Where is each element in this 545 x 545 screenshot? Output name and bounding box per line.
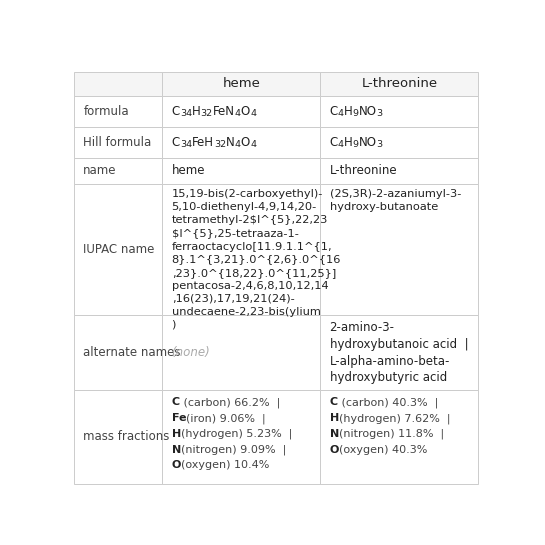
Bar <box>162 390 320 483</box>
Text: (hydrogen) 7.62%  |: (hydrogen) 7.62% | <box>339 413 457 423</box>
Bar <box>74 315 162 390</box>
Text: C: C <box>172 397 180 407</box>
Text: H: H <box>330 413 339 423</box>
Text: C: C <box>330 105 338 118</box>
Text: 4: 4 <box>338 140 344 149</box>
Text: C: C <box>330 397 338 407</box>
Bar <box>320 127 479 158</box>
Text: O: O <box>330 445 339 455</box>
Text: N: N <box>172 445 181 455</box>
Bar <box>162 315 320 390</box>
Text: name: name <box>83 165 117 177</box>
Text: C: C <box>172 136 180 149</box>
Text: (oxygen) 10.4%: (oxygen) 10.4% <box>181 461 269 470</box>
Text: H: H <box>172 429 181 439</box>
Text: 2-amino-3-
hydroxybutanoic acid  |
L-alpha-amino-beta-
hydroxybutyric acid: 2-amino-3- hydroxybutanoic acid | L-alph… <box>330 321 468 384</box>
Bar <box>162 127 320 158</box>
Bar <box>74 71 162 96</box>
Bar <box>162 184 320 315</box>
Text: L-threonine: L-threonine <box>361 77 438 90</box>
Text: (carbon) 40.3%  |: (carbon) 40.3% | <box>338 397 445 408</box>
Text: H: H <box>344 105 353 118</box>
Bar <box>320 390 479 483</box>
Text: 9: 9 <box>353 109 359 118</box>
Bar <box>74 127 162 158</box>
Text: C: C <box>330 136 338 149</box>
Text: heme: heme <box>172 165 205 177</box>
Text: 4: 4 <box>235 140 241 149</box>
Text: Hill formula: Hill formula <box>83 136 152 149</box>
Text: (nitrogen) 11.8%  |: (nitrogen) 11.8% | <box>339 429 451 439</box>
Text: (2S,3R)-2-azaniumyl-3-
hydroxy-butanoate: (2S,3R)-2-azaniumyl-3- hydroxy-butanoate <box>330 189 461 213</box>
Text: L-threonine: L-threonine <box>330 165 397 177</box>
Text: 4: 4 <box>338 109 344 118</box>
Text: mass fractions: mass fractions <box>83 431 169 444</box>
Text: 4: 4 <box>250 140 256 149</box>
Text: N: N <box>330 429 339 439</box>
Text: 34: 34 <box>180 140 192 149</box>
Bar <box>74 96 162 127</box>
Text: O: O <box>241 105 250 118</box>
Text: NO: NO <box>359 136 377 149</box>
Text: 3: 3 <box>377 140 383 149</box>
Bar <box>320 184 479 315</box>
Text: (hydrogen) 5.23%  |: (hydrogen) 5.23% | <box>181 429 299 439</box>
Text: (iron) 9.06%  |: (iron) 9.06% | <box>186 413 272 423</box>
Text: N: N <box>226 136 235 149</box>
Bar <box>74 390 162 483</box>
Text: C: C <box>172 105 180 118</box>
Text: 3: 3 <box>377 109 383 118</box>
Bar <box>320 71 479 96</box>
Text: NO: NO <box>359 105 377 118</box>
Bar <box>74 184 162 315</box>
Text: heme: heme <box>222 77 261 90</box>
Text: alternate names: alternate names <box>83 346 181 359</box>
Text: 9: 9 <box>353 140 359 149</box>
Text: 4: 4 <box>235 109 241 118</box>
Text: H: H <box>192 105 201 118</box>
Text: (none): (none) <box>172 346 210 359</box>
Bar <box>74 158 162 184</box>
Text: Fe: Fe <box>172 413 186 423</box>
Bar <box>162 71 320 96</box>
Text: 4: 4 <box>250 109 256 118</box>
Text: (carbon) 66.2%  |: (carbon) 66.2% | <box>180 397 287 408</box>
Bar <box>320 96 479 127</box>
Text: (nitrogen) 9.09%  |: (nitrogen) 9.09% | <box>181 445 293 455</box>
Text: O: O <box>241 136 250 149</box>
Bar <box>162 158 320 184</box>
Text: FeN: FeN <box>213 105 235 118</box>
Text: H: H <box>344 136 353 149</box>
Bar <box>320 315 479 390</box>
Bar <box>320 158 479 184</box>
Text: FeH: FeH <box>192 136 214 149</box>
Text: IUPAC name: IUPAC name <box>83 243 155 256</box>
Text: 32: 32 <box>214 140 226 149</box>
Text: 32: 32 <box>201 109 213 118</box>
Text: O: O <box>172 461 181 470</box>
Text: (oxygen) 40.3%: (oxygen) 40.3% <box>339 445 427 455</box>
Text: 34: 34 <box>180 109 192 118</box>
Text: 15,19-bis(2-carboxyethyl)-
5,10-diethenyl-4,9,14,20-
tetramethyl-2$l^{5},22,23
$: 15,19-bis(2-carboxyethyl)- 5,10-dietheny… <box>172 189 341 330</box>
Bar <box>162 96 320 127</box>
Text: formula: formula <box>83 105 129 118</box>
